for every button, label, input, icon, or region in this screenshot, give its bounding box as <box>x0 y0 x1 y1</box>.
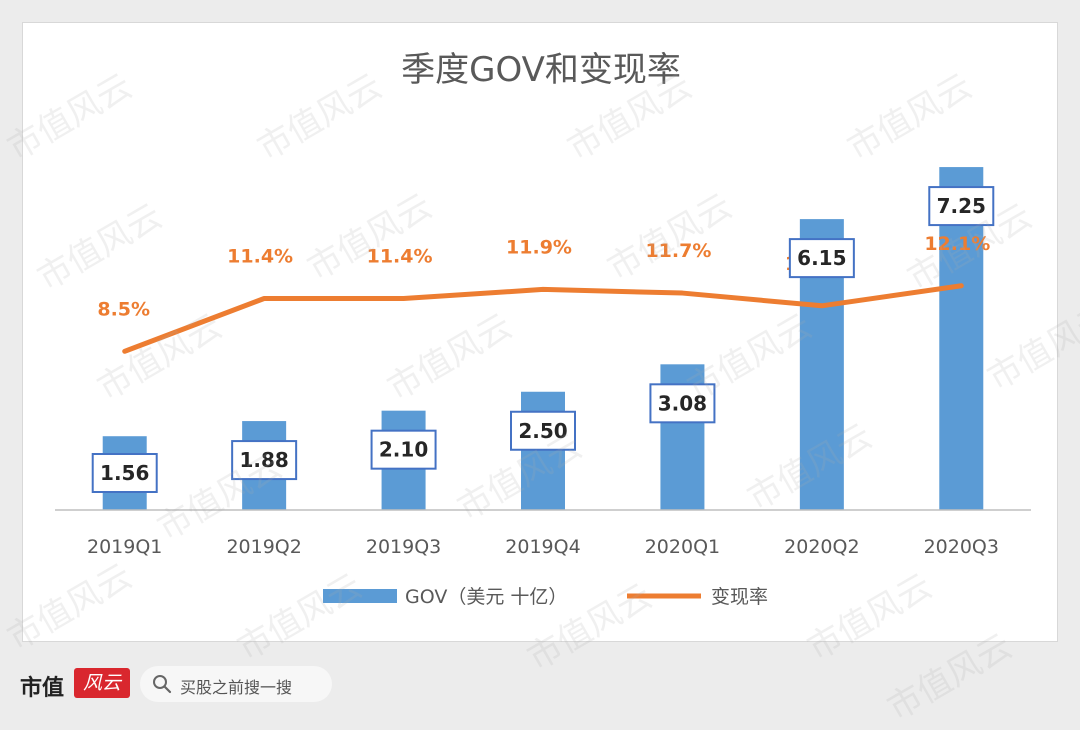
chart-title: 季度GOV和变现率 <box>401 50 681 90</box>
rate-line <box>122 283 964 354</box>
brand-logo: 风云 <box>74 668 130 698</box>
rate-value-label: 8.5% <box>97 298 150 320</box>
legend-swatch-gov <box>323 589 397 603</box>
x-tick-label: 2019Q4 <box>505 536 580 558</box>
x-tick-label: 2020Q3 <box>924 536 999 558</box>
svg-text:2.10: 2.10 <box>379 438 428 462</box>
x-tick-label: 2020Q1 <box>645 536 720 558</box>
search-box[interactable]: 买股之前搜一搜 <box>140 666 332 702</box>
rate-value-label: 11.4% <box>367 246 433 268</box>
chart-card: 季度GOV和变现率 2019Q1 2019Q2 2019Q3 2019Q4 2020Q1… <box>22 22 1058 642</box>
bar-value-label: 1.56 <box>91 453 158 493</box>
legend-label-rate: 变现率 <box>711 586 768 608</box>
bar-value-label: 1.88 <box>231 440 298 481</box>
x-tick-label: 2020Q2 <box>784 536 859 558</box>
search-icon <box>153 675 172 694</box>
rate-value-label: 11.4% <box>227 246 293 268</box>
footer-bar: 市值 风云 买股之前搜一搜 <box>0 654 1080 718</box>
brand-name: 市值 <box>20 676 65 701</box>
legend-label-gov: GOV（美元 十亿） <box>405 586 567 608</box>
bar-value-label: 6.15 <box>788 238 855 279</box>
bar-value-label: 2.10 <box>370 429 437 470</box>
x-tick-label: 2019Q2 <box>226 536 301 558</box>
bar-2019Q4 <box>521 391 565 510</box>
x-tick-label: 2019Q1 <box>87 536 162 558</box>
chart: 季度GOV和变现率 2019Q1 2019Q2 2019Q3 2019Q4 2020Q1… <box>55 50 1031 608</box>
search-placeholder: 买股之前搜一搜 <box>180 678 293 697</box>
rate-value-label: 11.9% <box>506 236 572 258</box>
bar-value-label: 2.50 <box>510 410 576 451</box>
svg-text:1.88: 1.88 <box>239 448 288 472</box>
svg-text:1.56: 1.56 <box>100 461 149 485</box>
legend: GOV（美元 十亿） 变现率 <box>323 586 768 608</box>
svg-text:3.08: 3.08 <box>658 391 707 415</box>
bar-value-label: 3.08 <box>649 383 716 424</box>
bar-value-label: 7.25 <box>928 186 995 227</box>
rate-value-label: 12.1% <box>924 233 990 255</box>
svg-text:7.25: 7.25 <box>937 194 986 218</box>
svg-text:6.15: 6.15 <box>797 246 846 270</box>
rate-value-label: 11.7% <box>645 240 711 262</box>
x-tick-label: 2019Q3 <box>366 536 441 558</box>
svg-text:2.50: 2.50 <box>518 419 567 443</box>
